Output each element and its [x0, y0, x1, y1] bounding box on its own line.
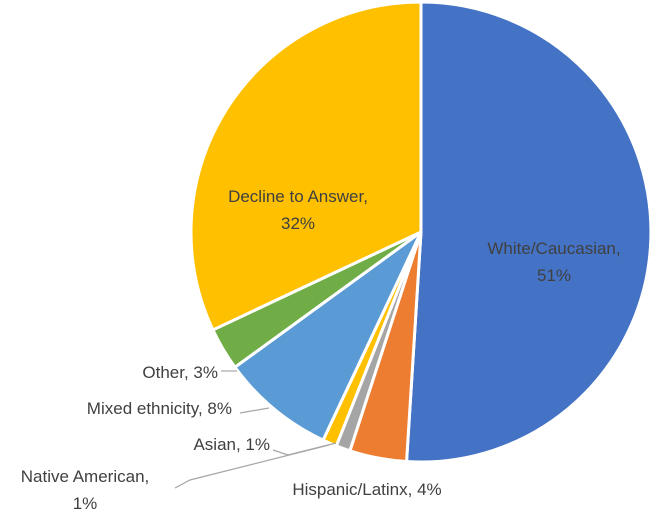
data-label-line: Hispanic/Latinx, 4% [292, 480, 441, 499]
pie-slices [189, 0, 650, 464]
data-label-line: Mixed ethnicity, 8% [87, 399, 232, 418]
data-label-line: 32% [281, 214, 315, 233]
data-label-line: 51% [537, 266, 571, 285]
data-label-native-american: Native American, 1% [21, 467, 150, 513]
data-labels: White/Caucasian, 51% Hispanic/Latinx, 4% Na… [21, 187, 621, 513]
leader-line-native-american [174, 444, 330, 489]
data-label-hispanic-latinx: Hispanic/Latinx, 4% [292, 480, 441, 499]
data-label-other: Other, 3% [142, 363, 218, 382]
data-label-white-caucasian: White/Caucasian, 51% [487, 239, 620, 285]
data-label-line: Native American, [21, 467, 150, 486]
leader-line-mixed-ethnicity [239, 407, 270, 414]
pie-slice-mixed-ethnicity [233, 230, 423, 442]
data-label-decline-to-answer: Decline to Answer, 32% [228, 187, 368, 233]
pie-slice-decline-to-answer [189, 0, 423, 332]
leader-lines [174, 370, 337, 489]
data-label-line: Other, 3% [142, 363, 218, 382]
data-label-line: Decline to Answer, [228, 187, 368, 206]
data-label-line: 1% [73, 494, 98, 513]
data-label-line: White/Caucasian, [487, 239, 620, 258]
data-label-asian: Asian, 1% [193, 435, 270, 454]
data-label-line: Asian, 1% [193, 435, 270, 454]
data-label-mixed-ethnicity: Mixed ethnicity, 8% [87, 399, 232, 418]
leader-line-asian [272, 442, 337, 456]
pie-slice-white-caucasian [405, 0, 650, 464]
